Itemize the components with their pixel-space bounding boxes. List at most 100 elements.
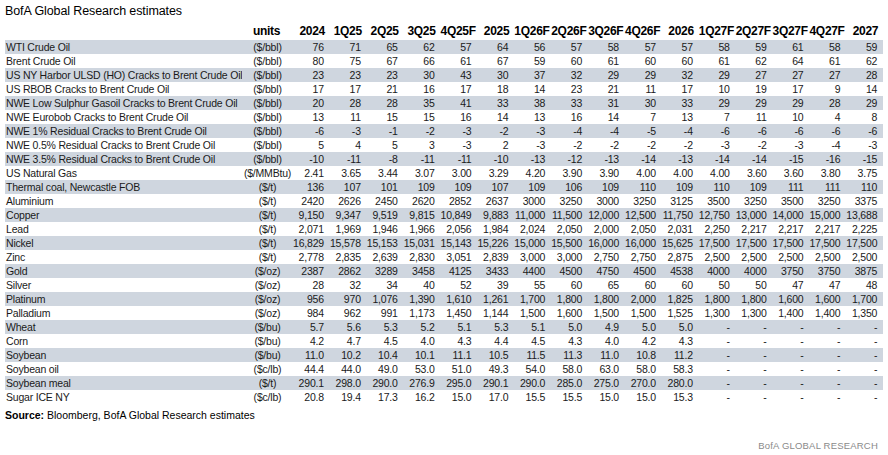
value-cell: -6 [773, 124, 810, 138]
value-cell: -2 [625, 138, 662, 152]
value-cell: 15,153 [367, 236, 404, 250]
value-cell: 29 [736, 96, 773, 110]
value-cell: 3250 [736, 194, 773, 208]
value-cell: 5 [367, 138, 404, 152]
row-units: ($/bbl) [242, 68, 293, 82]
value-cell: 1,076 [367, 292, 404, 306]
value-cell: 15 [404, 110, 441, 124]
header-period-2024: 2024 [293, 22, 330, 40]
value-cell: 3000 [514, 194, 551, 208]
row-units: ($/bbl) [242, 110, 293, 124]
value-cell: 11,500 [551, 208, 588, 222]
value-cell: 991 [367, 306, 404, 320]
value-cell: 33 [662, 96, 699, 110]
value-cell: 60 [551, 278, 588, 292]
value-cell: 2,830 [404, 250, 441, 264]
row-units: ($c/lb) [242, 390, 293, 404]
value-cell: 15,226 [477, 236, 514, 250]
value-cell: 1,350 [846, 306, 883, 320]
value-cell: 16 [441, 110, 478, 124]
table-row: Wheat($/bu)5.75.65.35.25.15.35.15.04.95.… [5, 320, 883, 334]
table-header-row: units20241Q252Q253Q254Q25F20251Q26F2Q26F… [5, 22, 883, 40]
value-cell: 970 [330, 292, 367, 306]
value-cell: 11.3 [551, 348, 588, 362]
value-cell: 3.29 [477, 166, 514, 180]
value-cell: 2.41 [293, 166, 330, 180]
value-cell: 80 [293, 54, 330, 68]
row-label: Silver [5, 278, 242, 292]
header-period-2025: 2025 [477, 22, 514, 40]
value-cell: 9 [809, 82, 846, 96]
value-cell: 2387 [293, 264, 330, 278]
value-cell: - [773, 362, 810, 376]
value-cell: 35 [404, 96, 441, 110]
value-cell: 60 [625, 54, 662, 68]
row-label: Platinum [5, 292, 242, 306]
value-cell: 43 [441, 68, 478, 82]
value-cell: 2,500 [809, 250, 846, 264]
value-cell: 58 [588, 40, 625, 54]
value-cell: 39 [477, 278, 514, 292]
value-cell: 4.0 [404, 334, 441, 348]
value-cell: 15.5 [551, 390, 588, 404]
value-cell: 17,500 [699, 236, 736, 250]
value-cell: 275.0 [588, 376, 625, 390]
value-cell: 2,217 [736, 222, 773, 236]
value-cell: 1,969 [330, 222, 367, 236]
value-cell: 4.4 [477, 334, 514, 348]
value-cell: -10 [293, 152, 330, 166]
value-cell: -2 [551, 138, 588, 152]
value-cell: 1,984 [477, 222, 514, 236]
page-title: BofA Global Research estimates [5, 4, 883, 19]
value-cell: 16.2 [404, 390, 441, 404]
value-cell: -2 [477, 124, 514, 138]
value-cell: 41 [441, 96, 478, 110]
row-units: ($/t) [242, 208, 293, 222]
value-cell: - [699, 362, 736, 376]
value-cell: 3.90 [588, 166, 625, 180]
row-units: ($/oz) [242, 264, 293, 278]
source-text: Bloomberg, BofA Global Research estimate… [44, 409, 255, 421]
value-cell: 23 [293, 68, 330, 82]
value-cell: 1,500 [514, 306, 551, 320]
value-cell: 290.0 [514, 376, 551, 390]
value-cell: - [809, 362, 846, 376]
value-cell: 65 [588, 278, 625, 292]
row-units: ($/bu) [242, 334, 293, 348]
value-cell: 109 [514, 180, 551, 194]
value-cell: 298.0 [330, 376, 367, 390]
value-cell: 4.00 [625, 166, 662, 180]
value-cell: - [773, 390, 810, 404]
value-cell: - [736, 348, 773, 362]
value-cell: 109 [662, 180, 699, 194]
value-cell: 44.4 [293, 362, 330, 376]
value-cell: -2 [662, 138, 699, 152]
value-cell: 2620 [404, 194, 441, 208]
value-cell: 290.0 [367, 376, 404, 390]
value-cell: 15.5 [514, 390, 551, 404]
value-cell: 4 [809, 110, 846, 124]
value-cell: - [809, 334, 846, 348]
value-cell: 109 [588, 180, 625, 194]
value-cell: 3.44 [367, 166, 404, 180]
value-cell: 1,700 [846, 292, 883, 306]
value-cell: 3.60 [736, 166, 773, 180]
value-cell: - [736, 362, 773, 376]
table-row: Corn($/bu)4.24.74.54.04.34.44.54.34.04.2… [5, 334, 883, 348]
source-label: Source: [5, 409, 44, 421]
value-cell: 27 [736, 68, 773, 82]
value-cell: 1,600 [809, 292, 846, 306]
value-cell: 11.5 [514, 348, 551, 362]
value-cell: 2862 [330, 264, 367, 278]
value-cell: 58 [809, 40, 846, 54]
header-period-2026: 2026 [662, 22, 699, 40]
row-label: Palladium [5, 306, 242, 320]
value-cell: 16,829 [293, 236, 330, 250]
row-label: Brent Crude Oil [5, 54, 242, 68]
value-cell: - [809, 390, 846, 404]
value-cell: 5.1 [441, 320, 478, 334]
value-cell: 4500 [625, 264, 662, 278]
value-cell: -6 [293, 124, 330, 138]
value-cell: 62 [846, 54, 883, 68]
value-cell: 276.9 [404, 376, 441, 390]
